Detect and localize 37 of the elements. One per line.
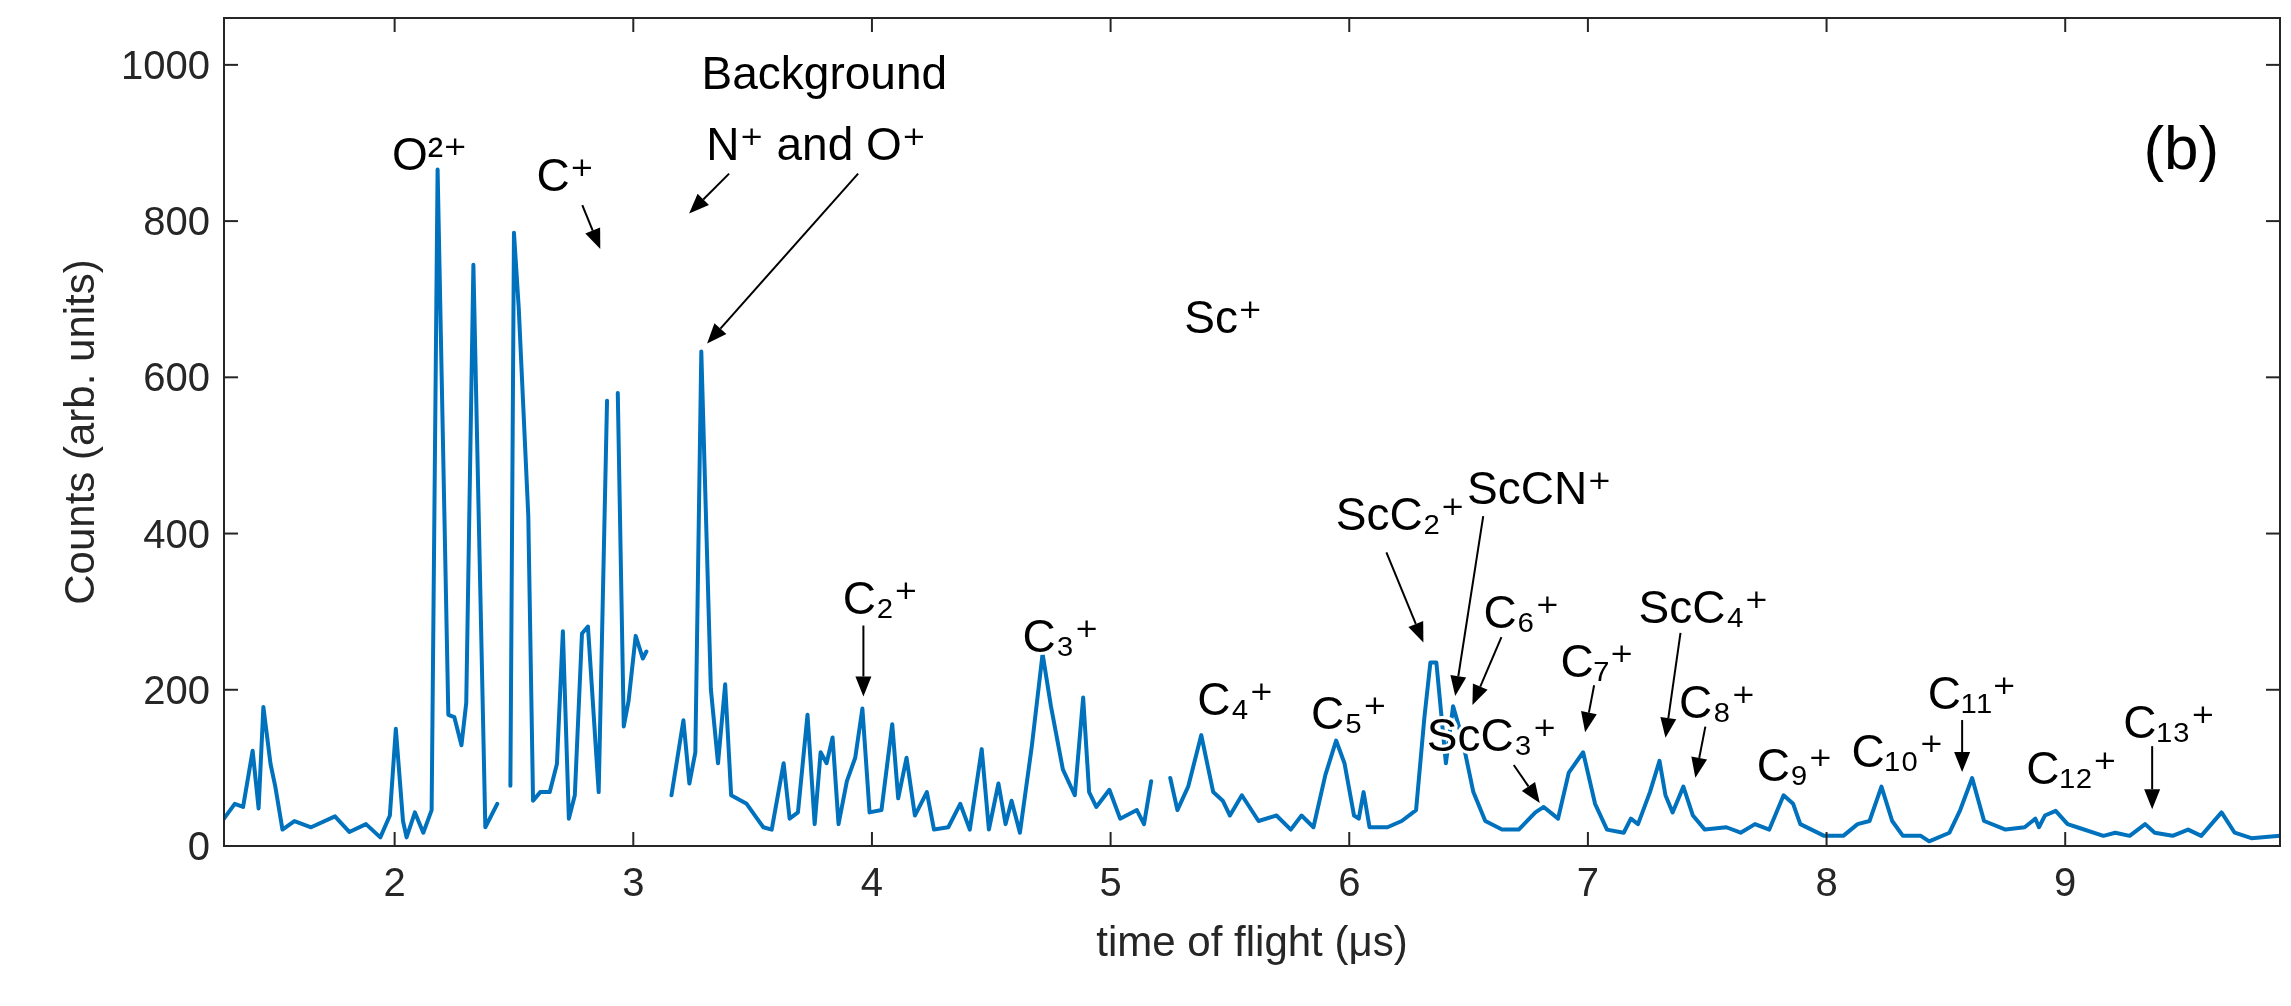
x-tick-label: 3 bbox=[622, 860, 645, 904]
annotation: C₃⁺ bbox=[1022, 609, 1099, 662]
y-tick-label: 400 bbox=[143, 511, 210, 556]
annotation: C₅⁺ bbox=[1311, 686, 1388, 739]
annotation: (b) bbox=[2143, 112, 2220, 182]
annotation: C₉⁺ bbox=[1756, 739, 1833, 792]
y-tick-label: 0 bbox=[187, 824, 210, 868]
x-tick-label: 4 bbox=[860, 860, 884, 904]
x-tick-label: 6 bbox=[1338, 860, 1361, 904]
y-axis-title: Counts (arb. units) bbox=[56, 259, 103, 605]
annotation: C₈⁺ bbox=[1679, 675, 1756, 728]
y-tick-label: 200 bbox=[143, 667, 210, 712]
y-tick-label: 600 bbox=[143, 355, 210, 400]
x-tick-label: 9 bbox=[2054, 860, 2077, 904]
annotation: N⁺ and O⁺ bbox=[706, 117, 927, 170]
annotation: Sc⁺ bbox=[1184, 290, 1263, 343]
annotation: C₁₀⁺ bbox=[1851, 724, 1944, 777]
x-tick-label: 8 bbox=[1815, 860, 1838, 904]
x-tick-label: 5 bbox=[1099, 860, 1122, 904]
annotation: C₆⁺ bbox=[1483, 586, 1560, 639]
annotation: C₄⁺ bbox=[1197, 673, 1274, 726]
annotation: C₂⁺ bbox=[842, 571, 919, 624]
annotation: O²⁺ bbox=[391, 127, 468, 180]
annotation: C₇⁺ bbox=[1560, 635, 1634, 688]
y-tick-label: 1000 bbox=[121, 42, 210, 87]
y-tick-label: 800 bbox=[143, 199, 210, 244]
annotation: C₁₃⁺ bbox=[2123, 696, 2216, 749]
x-axis-title: time of flight (μs) bbox=[1096, 918, 1408, 965]
annotation: C⁺ bbox=[536, 149, 595, 202]
annotation: C₁₂⁺ bbox=[2026, 741, 2118, 794]
annotation: ScCN⁺ bbox=[1467, 462, 1612, 515]
x-tick-label: 2 bbox=[383, 860, 406, 904]
annotation: ScC₄⁺ bbox=[1638, 580, 1769, 633]
x-tick-label: 7 bbox=[1576, 860, 1600, 904]
annotation: C₁₁⁺ bbox=[1927, 667, 2017, 720]
annotation: ScC₂⁺ bbox=[1335, 488, 1465, 541]
annotation: Background bbox=[701, 47, 948, 100]
